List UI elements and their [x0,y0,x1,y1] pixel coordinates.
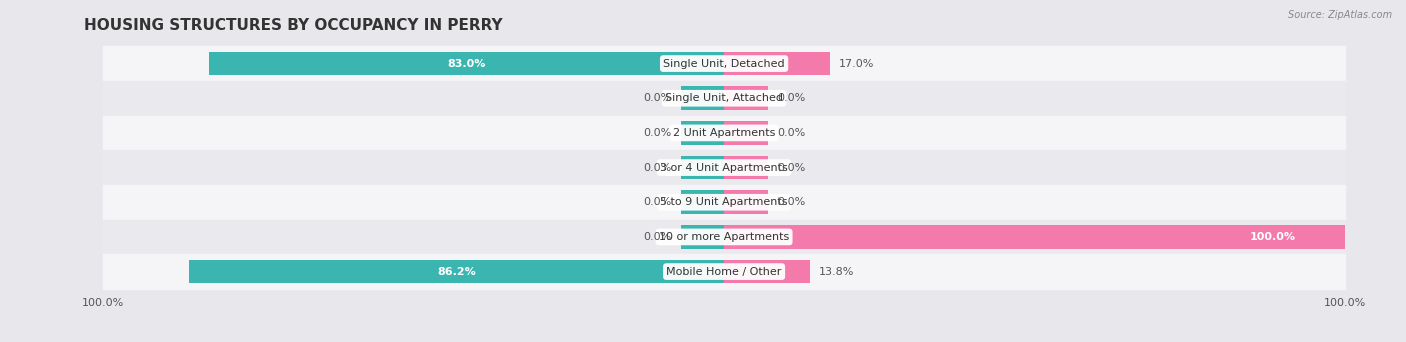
Bar [724,156,768,179]
Text: 10 or more Apartments: 10 or more Apartments [659,232,789,242]
Bar [724,52,830,75]
Bar [208,52,724,75]
Bar [724,121,768,145]
Text: 0.0%: 0.0% [778,197,806,207]
Bar [103,46,1346,81]
Text: 100.0%: 100.0% [1250,232,1295,242]
Text: Mobile Home / Other: Mobile Home / Other [666,266,782,277]
Text: 0.0%: 0.0% [643,128,671,138]
Text: 3 or 4 Unit Apartments: 3 or 4 Unit Apartments [661,162,787,173]
Bar [103,116,1346,150]
Bar [724,190,768,214]
Text: 83.0%: 83.0% [447,58,485,69]
Bar [103,254,1346,289]
Text: 0.0%: 0.0% [778,162,806,173]
Text: 86.2%: 86.2% [437,266,475,277]
Text: HOUSING STRUCTURES BY OCCUPANCY IN PERRY: HOUSING STRUCTURES BY OCCUPANCY IN PERRY [84,18,503,33]
Bar [681,225,724,249]
Text: 17.0%: 17.0% [839,58,875,69]
Bar [188,260,724,284]
Text: Single Unit, Detached: Single Unit, Detached [664,58,785,69]
Bar [681,121,724,145]
Text: 5 to 9 Unit Apartments: 5 to 9 Unit Apartments [661,197,787,207]
Text: 0.0%: 0.0% [643,232,671,242]
Text: Single Unit, Attached: Single Unit, Attached [665,93,783,103]
Bar [103,81,1346,116]
Bar [724,225,1346,249]
Text: 0.0%: 0.0% [643,162,671,173]
Text: Source: ZipAtlas.com: Source: ZipAtlas.com [1288,10,1392,20]
Text: 2 Unit Apartments: 2 Unit Apartments [673,128,775,138]
Bar [724,87,768,110]
Bar [681,87,724,110]
Bar [103,220,1346,254]
Text: 0.0%: 0.0% [778,93,806,103]
Legend: Owner-occupied, Renter-occupied: Owner-occupied, Renter-occupied [602,340,846,342]
Bar [681,156,724,179]
Text: 13.8%: 13.8% [820,266,855,277]
Text: 0.0%: 0.0% [778,128,806,138]
Bar [724,260,810,284]
Text: 0.0%: 0.0% [643,197,671,207]
Bar [681,190,724,214]
Bar [103,185,1346,220]
Bar [103,150,1346,185]
Text: 0.0%: 0.0% [643,93,671,103]
